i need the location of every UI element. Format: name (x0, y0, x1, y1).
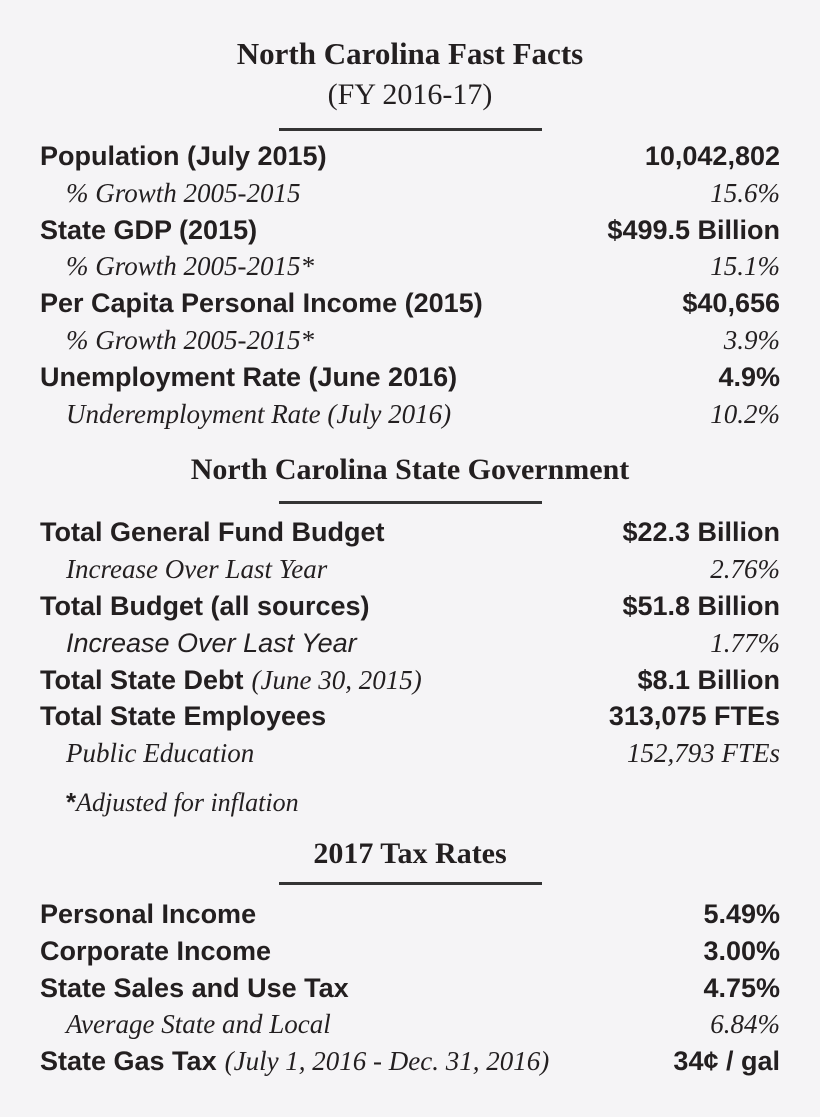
fact-label: Personal Income (40, 898, 257, 929)
section-tax-rates: Personal Income 5.49% Corporate Income 3… (40, 896, 780, 1080)
fact-label: Average State and Local (66, 1009, 331, 1040)
fact-label: Increase Over Last Year (66, 554, 328, 585)
fact-row-population: Population (July 2015) 10,042,802 (40, 138, 780, 175)
fact-label: % Growth 2005-2015* (66, 324, 314, 355)
fact-label: State GDP (2015) (40, 214, 258, 245)
fact-label: Corporate Income (40, 935, 272, 966)
fact-value: 10,042,802 (644, 141, 780, 171)
fact-row-population-growth: % Growth 2005-2015 15.6% (40, 175, 780, 212)
fact-row-total-budget-increase: Increase Over Last Year 1.77% (40, 625, 780, 662)
heading-underline (278, 501, 542, 505)
fact-label: Per Capita Personal Income (2015) (40, 288, 483, 319)
fact-row-unemployment: Unemployment Rate (June 2016) 4.9% (40, 359, 780, 396)
fact-value: 4.75% (703, 972, 780, 1003)
fact-row-gas-tax: State Gas Tax (July 1, 2016 - Dec. 31, 20… (40, 1043, 780, 1080)
fact-label: Increase Over Last Year (66, 627, 357, 658)
page-subtitle: (FY 2016-17) (327, 78, 493, 111)
fact-value: 10.2% (710, 398, 780, 429)
section-state-government: Total General Fund Budget $22.3 Billion … (40, 514, 780, 772)
fact-row-corporate-income-tax: Corporate Income 3.00% (40, 933, 780, 970)
section-title-state-government: North Carolina State Government (190, 453, 630, 487)
fact-row-state-debt: Total State Debt (June 30, 2015) $8.1 Bil… (40, 662, 780, 699)
fact-value: $8.1 Billion (637, 664, 780, 695)
fact-label: Unemployment Rate (June 2016) (40, 361, 458, 392)
fact-label: Total Budget (all sources) (40, 590, 370, 621)
fact-label: Total State Employees (40, 701, 327, 732)
fact-row-income-growth: % Growth 2005-2015* 3.9% (40, 322, 780, 359)
fact-value: $22.3 Billion (622, 517, 780, 548)
fact-value: 34¢ / gal (673, 1046, 780, 1077)
fact-value: 2.76% (710, 554, 780, 585)
fact-label-note: (July 1, 2016 - Dec. 31, 2016) (224, 1046, 550, 1077)
fact-row-total-budget: Total Budget (all sources) $51.8 Billion (40, 588, 780, 625)
fact-row-gdp-growth: % Growth 2005-2015* 15.1% (40, 248, 780, 285)
heading-underline (278, 881, 542, 885)
fact-row-state-gdp: State GDP (2015) $499.5 Billion (40, 212, 780, 249)
fact-value: 3.00% (703, 935, 780, 966)
fact-value: $51.8 Billion (622, 590, 780, 621)
fact-row-general-fund-budget: Total General Fund Budget $22.3 Billion (40, 514, 780, 551)
fact-label: Underemployment Rate (July 2016) (66, 398, 452, 429)
fact-value: $40,656 (682, 288, 780, 319)
fact-value: 15.1% (710, 251, 780, 282)
fact-value: 313,075 FTEs (608, 701, 780, 732)
fact-row-public-education: Public Education 152,793 FTEs (40, 735, 780, 772)
fact-row-general-fund-increase: Increase Over Last Year 2.76% (40, 551, 780, 588)
fact-row-sales-tax: State Sales and Use Tax 4.75% (40, 970, 780, 1007)
section-title-tax-rates: 2017 Tax Rates (313, 836, 507, 870)
fact-row-personal-income-tax: Personal Income 5.49% (40, 896, 780, 933)
fact-label: Population (July 2015) (40, 141, 327, 171)
fact-value: 3.9% (723, 324, 780, 355)
section-fast-facts: Population (July 2015) 10,042,802 % Grow… (40, 138, 780, 432)
fact-value: 5.49% (703, 898, 780, 929)
heading-underline (278, 128, 542, 131)
fact-label: State Gas Tax (July 1, 2016 - Dec. 31, 20… (40, 1046, 550, 1077)
footnote-text: Adjusted for inflation (76, 787, 299, 817)
fact-value: 15.6% (710, 177, 780, 208)
fact-label: % Growth 2005-2015* (66, 251, 314, 282)
fact-row-per-capita-income: Per Capita Personal Income (2015) $40,65… (40, 285, 780, 322)
fact-label: Total General Fund Budget (40, 517, 385, 548)
fact-label: Public Education (66, 738, 255, 769)
fact-label: % Growth 2005-2015 (66, 177, 301, 208)
fact-value: 152,793 FTEs (626, 738, 780, 769)
fact-label-note: (June 30, 2015) (251, 664, 422, 695)
fact-value: 4.9% (718, 361, 780, 392)
fact-row-underemployment: Underemployment Rate (July 2016) 10.2% (40, 396, 780, 433)
fact-row-state-employees: Total State Employees 313,075 FTEs (40, 698, 780, 735)
fact-value: 6.84% (710, 1009, 780, 1040)
fact-label: Total State Debt (June 30, 2015) (40, 664, 422, 695)
fact-value: 1.77% (710, 627, 780, 658)
fact-label: State Sales and Use Tax (40, 972, 349, 1003)
inflation-footnote: *Adjusted for inflation (40, 786, 780, 819)
page-title: North Carolina Fast Facts (236, 36, 584, 71)
fact-row-avg-state-local-tax: Average State and Local 6.84% (40, 1006, 780, 1043)
footnote-marker: * (66, 786, 77, 817)
fact-value: $499.5 Billion (607, 214, 780, 245)
